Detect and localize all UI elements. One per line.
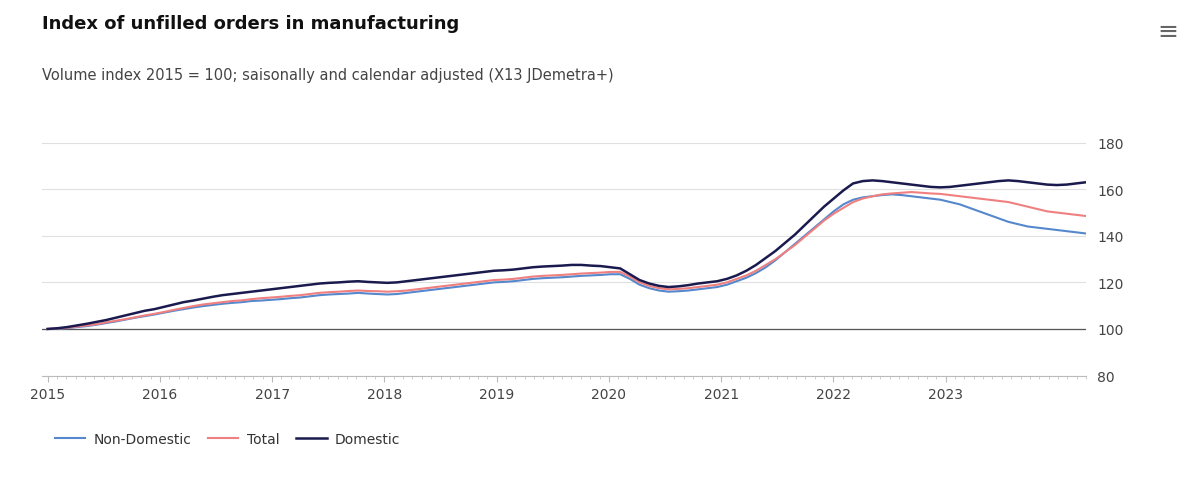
Domestic xyxy=(865,178,880,184)
Total xyxy=(943,193,958,199)
Non-Domestic xyxy=(884,192,899,198)
Domestic xyxy=(205,294,220,300)
Non-Domestic xyxy=(865,194,880,200)
Non-Domestic xyxy=(526,276,540,282)
Total xyxy=(526,274,540,280)
Domestic xyxy=(41,326,55,332)
Domestic xyxy=(148,306,162,312)
Non-Domestic xyxy=(205,303,220,308)
Non-Domestic xyxy=(943,200,958,205)
Non-Domestic xyxy=(41,326,55,332)
Domestic xyxy=(875,179,889,184)
Text: Volume index 2015 = 100; saisonally and calendar adjusted (X13 JDemetra+): Volume index 2015 = 100; saisonally and … xyxy=(42,68,613,83)
Line: Total: Total xyxy=(48,193,1086,329)
Non-Domestic xyxy=(1069,230,1084,236)
Text: Index of unfilled orders in manufacturing: Index of unfilled orders in manufacturin… xyxy=(42,15,460,33)
Total xyxy=(148,311,162,317)
Total xyxy=(1079,214,1093,220)
Line: Domestic: Domestic xyxy=(48,181,1086,329)
Total xyxy=(41,326,55,332)
Total xyxy=(1069,212,1084,218)
Non-Domestic xyxy=(148,312,162,318)
Non-Domestic xyxy=(1079,231,1093,237)
Text: ≡: ≡ xyxy=(1158,20,1178,43)
Total xyxy=(865,194,880,200)
Domestic xyxy=(943,184,958,190)
Domestic xyxy=(526,265,540,271)
Total xyxy=(904,190,918,196)
Domestic xyxy=(1079,180,1093,186)
Domestic xyxy=(1069,181,1084,187)
Line: Non-Domestic: Non-Domestic xyxy=(48,195,1086,329)
Total xyxy=(205,301,220,306)
Legend: Non-Domestic, Total, Domestic: Non-Domestic, Total, Domestic xyxy=(49,427,406,452)
